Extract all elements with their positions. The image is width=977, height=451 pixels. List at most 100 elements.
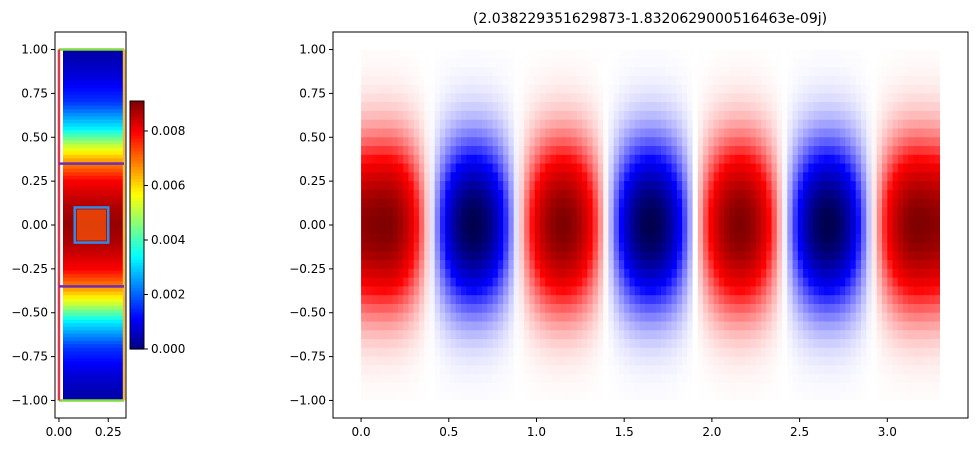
heatmap-cell bbox=[397, 242, 404, 252]
heatmap-cell bbox=[571, 225, 578, 235]
heatmap-cell bbox=[440, 225, 446, 235]
colorbar-segment bbox=[130, 159, 144, 164]
heatmap-cell bbox=[587, 251, 594, 261]
heatmap-cell bbox=[913, 225, 920, 235]
heatmap-cell bbox=[63, 277, 125, 282]
heatmap-cell bbox=[487, 189, 494, 200]
heatmap-cell bbox=[787, 260, 794, 270]
heatmap-cell bbox=[613, 154, 620, 165]
heatmap-cell bbox=[450, 102, 457, 112]
heatmap-cell bbox=[776, 137, 783, 147]
heatmap-cell bbox=[392, 321, 399, 331]
heatmap-cell bbox=[871, 374, 878, 384]
heatmap-cell bbox=[424, 119, 431, 130]
heatmap-cell bbox=[787, 286, 794, 296]
heatmap-cell bbox=[482, 268, 488, 279]
heatmap-cell bbox=[534, 67, 541, 77]
heatmap-cell bbox=[608, 233, 615, 244]
heatmap-cell bbox=[666, 102, 673, 112]
heatmap-cell bbox=[845, 312, 852, 323]
heatmap-cell bbox=[682, 58, 688, 68]
heatmap-cell bbox=[418, 321, 425, 331]
heatmap-cell bbox=[839, 295, 846, 305]
heatmap-cell bbox=[561, 172, 567, 182]
heatmap-cell bbox=[603, 137, 610, 147]
heatmap-cell bbox=[808, 207, 815, 217]
heatmap-cell bbox=[739, 347, 746, 358]
heatmap-cell bbox=[461, 207, 467, 217]
heatmap-cell bbox=[445, 347, 452, 358]
heatmap-cell bbox=[561, 321, 567, 331]
heatmap-cell bbox=[608, 67, 615, 77]
heatmap-cell bbox=[860, 339, 867, 349]
heatmap-cell bbox=[408, 251, 415, 261]
heatmap-cell bbox=[566, 286, 573, 296]
heatmap-cell bbox=[824, 216, 831, 226]
heatmap-cell bbox=[824, 119, 831, 130]
heatmap-cell bbox=[745, 181, 752, 191]
heatmap-cell bbox=[824, 260, 831, 270]
heatmap-cell bbox=[387, 312, 394, 323]
heatmap-cell bbox=[850, 242, 857, 252]
heatmap-cell bbox=[855, 347, 862, 358]
heatmap-cell bbox=[539, 146, 546, 156]
heatmap-cell bbox=[703, 216, 709, 226]
heatmap-cell bbox=[539, 356, 546, 366]
heatmap-cell bbox=[913, 137, 920, 147]
heatmap-cell bbox=[397, 67, 404, 77]
heatmap-cell bbox=[576, 347, 583, 358]
heatmap-cell bbox=[860, 321, 867, 331]
heatmap-cell bbox=[918, 67, 925, 77]
heatmap-cell bbox=[534, 146, 541, 156]
heatmap-cell bbox=[671, 154, 678, 165]
heatmap-cell bbox=[455, 50, 462, 59]
heatmap-cell bbox=[892, 233, 899, 244]
heatmap-cell bbox=[550, 58, 557, 68]
heatmap-cell bbox=[829, 391, 836, 400]
heatmap-cell bbox=[824, 347, 831, 358]
heatmap-cell bbox=[750, 84, 757, 95]
heatmap-cell bbox=[676, 58, 683, 68]
heatmap-cell bbox=[592, 225, 599, 235]
heatmap-cell bbox=[850, 391, 857, 400]
heatmap-cell bbox=[797, 286, 804, 296]
heatmap-cell bbox=[366, 330, 373, 340]
heatmap-cell bbox=[766, 391, 773, 400]
heatmap-cell bbox=[650, 50, 657, 59]
heatmap-cell bbox=[561, 382, 567, 393]
heatmap-cell bbox=[871, 277, 878, 288]
heatmap-cell bbox=[497, 189, 504, 200]
heatmap-cell bbox=[587, 172, 594, 182]
heatmap-cell bbox=[434, 198, 441, 209]
heatmap-cell bbox=[792, 303, 799, 314]
heatmap-cell bbox=[503, 303, 510, 314]
heatmap-cell bbox=[813, 242, 820, 252]
heatmap-cell bbox=[792, 181, 799, 191]
colorbar-segment bbox=[130, 150, 144, 155]
boundary-inclusion bbox=[73, 206, 110, 244]
colorbar-segment bbox=[130, 265, 144, 269]
heatmap-cell bbox=[692, 198, 699, 209]
heatmap-cell bbox=[645, 365, 652, 375]
heatmap-cell bbox=[871, 146, 878, 156]
heatmap-cell bbox=[629, 374, 636, 384]
heatmap-cell bbox=[661, 75, 667, 86]
heatmap-cell bbox=[408, 146, 415, 156]
heatmap-cell bbox=[392, 312, 399, 323]
heatmap-cell bbox=[776, 102, 783, 112]
heatmap-cell bbox=[771, 242, 778, 252]
heatmap-cell bbox=[603, 58, 610, 68]
heatmap-cell bbox=[413, 163, 420, 173]
heatmap-cell bbox=[634, 365, 641, 375]
heatmap-cell bbox=[403, 207, 410, 217]
heatmap-cell bbox=[403, 330, 410, 340]
heatmap-cell bbox=[361, 128, 367, 138]
heatmap-cell bbox=[913, 50, 920, 59]
heatmap-cell bbox=[929, 330, 936, 340]
heatmap-cell bbox=[576, 277, 583, 288]
heatmap-cell bbox=[566, 391, 573, 400]
heatmap-cell bbox=[771, 102, 778, 112]
heatmap-cell bbox=[534, 303, 541, 314]
heatmap-cell bbox=[471, 58, 478, 68]
heatmap-cell bbox=[692, 137, 699, 147]
